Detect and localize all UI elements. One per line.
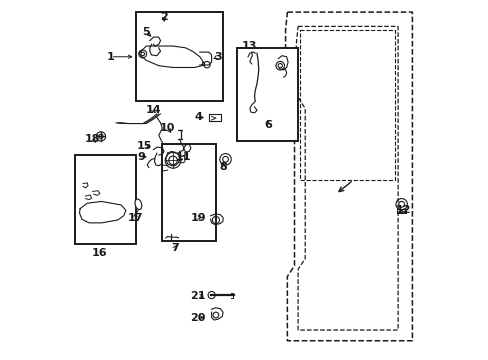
- Text: 15: 15: [137, 141, 152, 151]
- Text: 17: 17: [127, 212, 143, 222]
- Text: 10: 10: [160, 123, 175, 133]
- Text: 16: 16: [92, 248, 107, 258]
- Text: 8: 8: [219, 162, 226, 172]
- Text: 18: 18: [85, 134, 100, 144]
- Bar: [162, 144, 216, 241]
- Ellipse shape: [135, 199, 142, 210]
- Text: 19: 19: [190, 212, 205, 222]
- Text: 4: 4: [194, 112, 202, 122]
- Text: 20: 20: [190, 312, 205, 323]
- Text: 6: 6: [263, 120, 271, 130]
- Text: 11: 11: [176, 152, 191, 162]
- Text: 21: 21: [190, 291, 205, 301]
- Text: 13: 13: [242, 41, 257, 51]
- Text: 3: 3: [213, 52, 221, 62]
- Text: 5: 5: [142, 27, 150, 37]
- Bar: [135, 12, 223, 102]
- Text: 9: 9: [137, 152, 144, 162]
- Text: 12: 12: [395, 205, 410, 215]
- Text: 7: 7: [171, 243, 178, 253]
- Text: 1: 1: [106, 52, 114, 62]
- Text: 2: 2: [160, 13, 168, 22]
- Bar: [237, 48, 298, 141]
- Text: 14: 14: [145, 105, 161, 115]
- Bar: [75, 155, 135, 244]
